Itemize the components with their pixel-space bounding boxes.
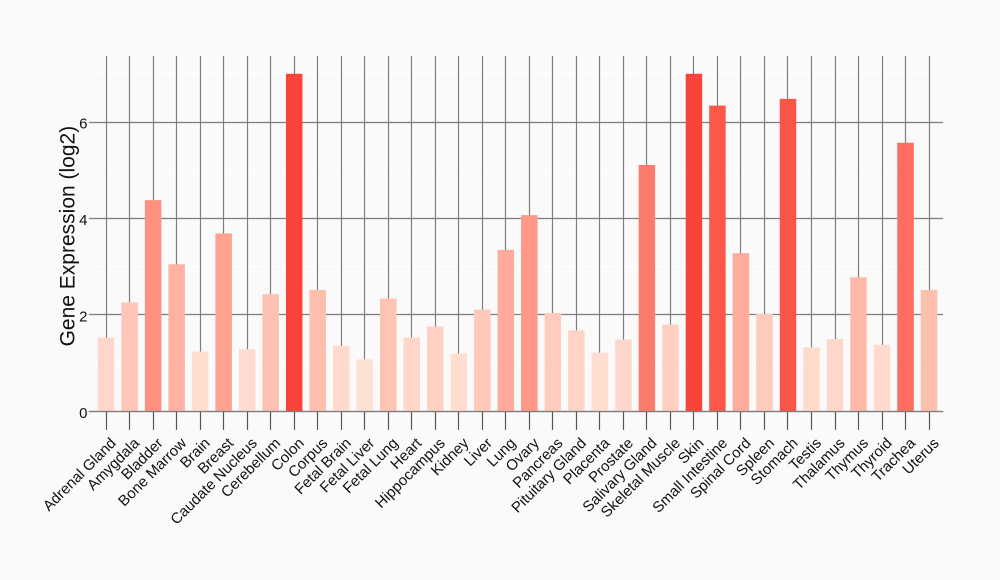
svg-text:0: 0 [79, 405, 87, 422]
svg-text:4: 4 [79, 212, 87, 229]
svg-text:2: 2 [79, 308, 87, 325]
svg-text:Gene Expression (log2): Gene Expression (log2) [56, 126, 79, 347]
svg-text:6: 6 [79, 115, 87, 132]
